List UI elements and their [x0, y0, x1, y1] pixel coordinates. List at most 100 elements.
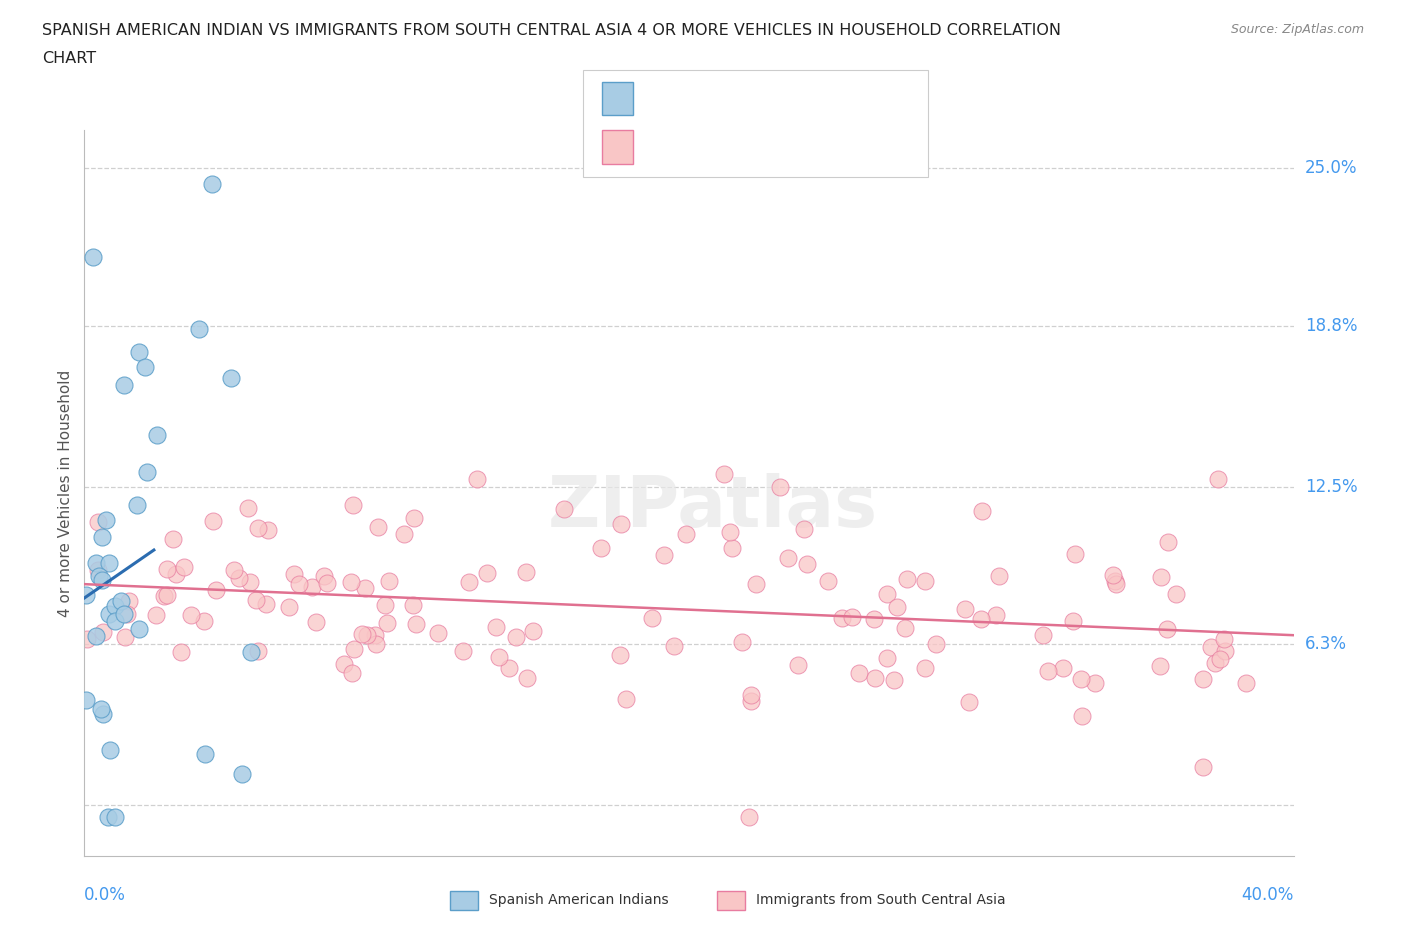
Point — [1105, 577, 1128, 591]
Point — [377, 574, 399, 589]
Point — [738, 810, 761, 825]
Point — [914, 574, 936, 589]
Point — [955, 602, 977, 617]
Point — [188, 322, 211, 337]
Point — [156, 588, 179, 603]
Point — [332, 657, 354, 671]
Point — [841, 609, 863, 624]
Point — [485, 619, 508, 634]
Text: CHART: CHART — [42, 51, 96, 66]
Point — [505, 630, 527, 644]
Point — [405, 617, 427, 631]
Point — [392, 526, 415, 541]
Point — [1209, 652, 1232, 667]
Point — [114, 630, 136, 644]
Point — [721, 540, 744, 555]
Point — [863, 612, 886, 627]
Point — [863, 671, 886, 685]
Point — [886, 599, 908, 614]
Text: Source: ZipAtlas.com: Source: ZipAtlas.com — [1230, 23, 1364, 36]
Point — [787, 658, 810, 672]
Point — [451, 644, 474, 658]
Point — [97, 555, 120, 570]
Point — [1234, 675, 1257, 690]
Point — [876, 587, 898, 602]
Point — [1206, 472, 1229, 486]
Point — [1149, 658, 1171, 673]
Text: 33: 33 — [789, 93, 813, 111]
Point — [1069, 671, 1091, 686]
Text: N =: N = — [745, 141, 782, 160]
Point — [1156, 534, 1178, 549]
Point — [91, 706, 114, 721]
Point — [1199, 639, 1222, 654]
Point — [236, 500, 259, 515]
Point — [894, 621, 917, 636]
Point — [1212, 631, 1234, 646]
Point — [876, 650, 898, 665]
Point — [165, 566, 187, 581]
Point — [128, 621, 150, 636]
Point — [366, 636, 388, 651]
Point — [467, 472, 489, 486]
Point — [134, 360, 156, 375]
Point — [112, 378, 135, 392]
Point — [731, 634, 754, 649]
Point — [91, 625, 114, 640]
Point — [718, 525, 741, 539]
Point — [1156, 621, 1178, 636]
Point — [288, 577, 311, 591]
Point — [75, 588, 97, 603]
Point — [173, 560, 195, 575]
Point — [342, 498, 364, 512]
Point — [76, 632, 98, 647]
Text: SPANISH AMERICAN INDIAN VS IMMIGRANTS FROM SOUTH CENTRAL ASIA 4 OR MORE VEHICLES: SPANISH AMERICAN INDIAN VS IMMIGRANTS FR… — [42, 23, 1062, 38]
Text: 0.0%: 0.0% — [84, 886, 127, 904]
Point — [374, 598, 396, 613]
Point — [231, 766, 253, 781]
Point — [90, 702, 112, 717]
Point — [516, 671, 538, 685]
Point — [609, 516, 631, 531]
Point — [246, 644, 269, 658]
Point — [740, 687, 762, 702]
Text: R =: R = — [644, 141, 681, 160]
Point — [515, 565, 537, 579]
Point — [793, 522, 815, 537]
Point — [1070, 709, 1092, 724]
Point — [970, 612, 993, 627]
Point — [193, 613, 215, 628]
Text: 12.5%: 12.5% — [1305, 477, 1357, 496]
Text: 25.0%: 25.0% — [1305, 159, 1357, 178]
Point — [641, 611, 664, 626]
Point — [87, 563, 110, 578]
Point — [239, 575, 262, 590]
Point — [664, 639, 686, 654]
Point — [402, 598, 425, 613]
Point — [925, 637, 948, 652]
Point — [315, 576, 337, 591]
Point — [94, 512, 117, 527]
Point — [222, 563, 245, 578]
Point — [201, 177, 224, 192]
Text: R =: R = — [644, 93, 681, 111]
Point — [796, 557, 818, 572]
Point — [769, 479, 792, 494]
Point — [1213, 644, 1236, 658]
Point — [136, 464, 159, 479]
Text: Immigrants from South Central Asia: Immigrants from South Central Asia — [756, 893, 1007, 908]
Point — [97, 810, 120, 825]
Point — [652, 547, 675, 562]
Text: -0.360: -0.360 — [686, 141, 745, 160]
Point — [90, 572, 112, 587]
Point — [89, 568, 111, 583]
Point — [245, 592, 267, 607]
Text: 0.629: 0.629 — [686, 93, 738, 111]
Point — [86, 514, 108, 529]
Point — [340, 666, 363, 681]
Point — [776, 551, 799, 565]
Point — [156, 562, 179, 577]
Text: 133: 133 — [789, 141, 824, 160]
Point — [128, 344, 150, 359]
Point — [713, 467, 735, 482]
